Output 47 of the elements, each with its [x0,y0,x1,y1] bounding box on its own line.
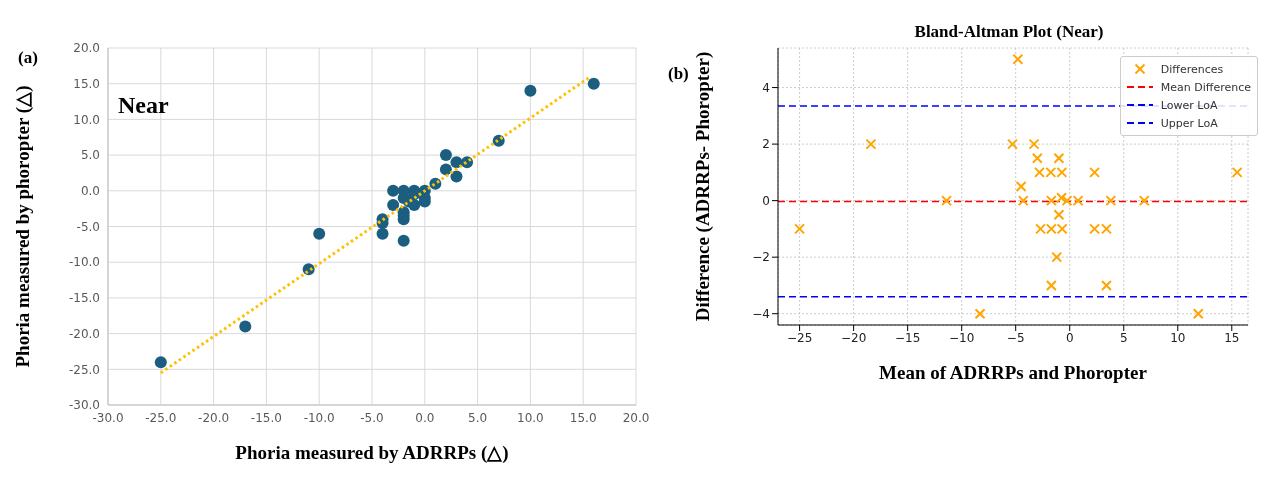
x-tick-label: −20 [840,330,867,345]
chart-title: Bland-Altman Plot (Near) [913,22,1105,42]
legend-label: Differences [1160,62,1224,76]
x-tick-label: -20.0 [198,410,230,425]
y-tick-label: −2 [752,250,770,265]
y-tick-label: 2 [762,137,770,152]
x-tick-label: 10 [1170,330,1186,345]
y-tick-label: 20.0 [73,41,100,56]
y-tick-label: -25.0 [68,362,100,377]
y-tick-label: −4 [752,306,770,321]
legend-label: Mean Difference [1160,80,1251,94]
x-tick-label: 10.0 [517,410,544,425]
x-tick-label: −5 [1006,330,1025,345]
x-tick-label: -25.0 [145,410,177,425]
x-tick-label: 15 [1224,330,1240,345]
x-axis-title: Phoria measured by ADRRPs (△) [235,442,509,464]
legend-label: Upper LoA [1160,116,1218,130]
y-axis-title: Phoria measured by phoropter (△) [11,85,34,368]
y-tick-label: 10.0 [73,112,100,127]
x-tick-label: −15 [894,330,921,345]
text: (b) [668,64,689,84]
x-tick-label: -30.0 [92,410,124,425]
y-tick-label: -15.0 [68,291,100,306]
legend-label: Lower LoA [1160,98,1218,112]
x-tick-label: 0 [1065,330,1074,345]
y-axis-title: Difference (ADRRPs- Phoropter) [691,51,714,322]
x-tick-label: -5.0 [360,410,384,425]
y-tick-label: 0 [762,193,770,208]
x-tick-label: 5 [1119,330,1128,345]
x-tick-label: 0.0 [415,410,435,425]
y-tick-label: 4 [762,80,770,95]
x-tick-label: 5.0 [468,410,488,425]
x-tick-label: −25 [786,330,813,345]
x-tick-label: 15.0 [569,410,597,425]
x-tick-label: 20.0 [622,410,650,425]
y-tick-label: 0.0 [80,184,100,199]
y-tick-label: 15.0 [73,76,100,91]
x-axis-title: Mean of ADRRPs and Phoropter [879,362,1148,383]
y-tick-label: 5.0 [80,148,100,163]
x-tick-label: −10 [949,330,975,345]
annotation: Near [118,92,169,119]
text: (a) [18,48,38,68]
x-tick-label: -15.0 [250,410,282,425]
y-tick-label: -30.0 [68,398,100,413]
x-tick-label: -10.0 [303,410,335,425]
y-tick-label: -10.0 [68,255,100,270]
y-tick-label: -5.0 [76,219,100,234]
